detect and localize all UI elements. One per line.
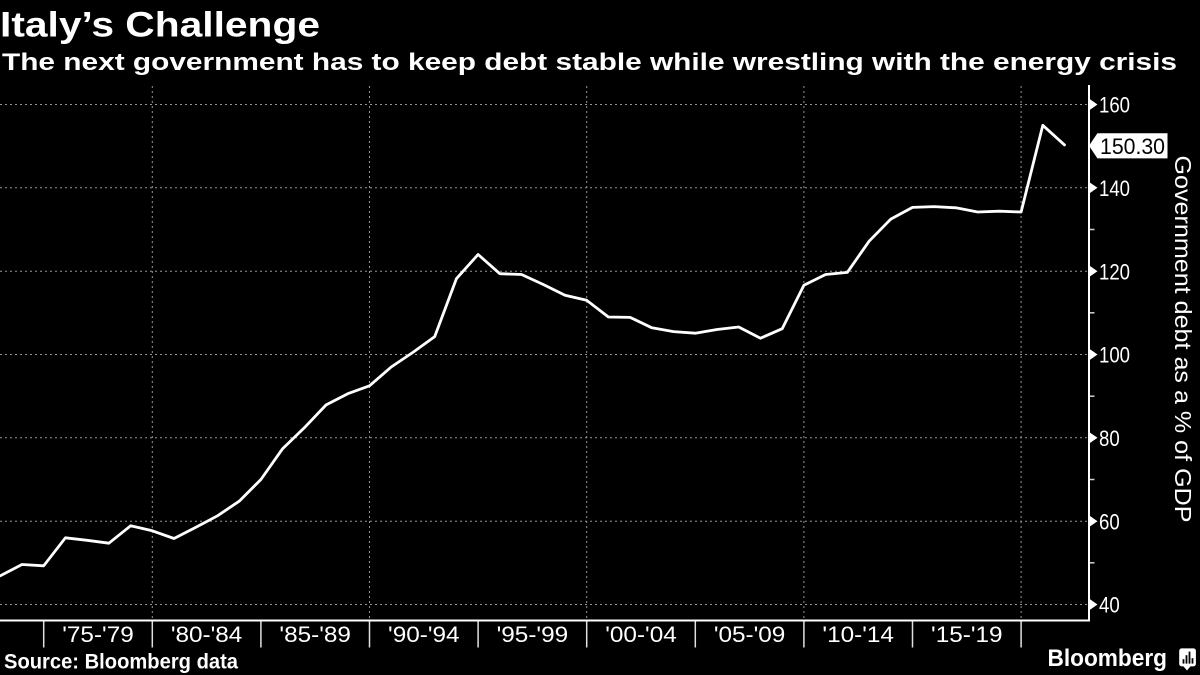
svg-text:160: 160 bbox=[1099, 93, 1130, 118]
svg-text:Government debt as a % of GDP: Government debt as a % of GDP bbox=[1170, 156, 1196, 523]
svg-text:'10-'14: '10-'14 bbox=[822, 622, 894, 647]
svg-text:Italy’s Challenge: Italy’s Challenge bbox=[0, 6, 320, 45]
svg-text:80: 80 bbox=[1099, 426, 1120, 451]
svg-text:'15-'19: '15-'19 bbox=[931, 622, 1003, 647]
svg-text:The next government has to kee: The next government has to keep debt sta… bbox=[2, 49, 1177, 76]
svg-text:'00-'04: '00-'04 bbox=[605, 622, 677, 647]
svg-text:140: 140 bbox=[1099, 176, 1130, 201]
svg-text:120: 120 bbox=[1099, 259, 1130, 284]
svg-text:'85-'89: '85-'89 bbox=[279, 622, 351, 647]
svg-text:'05-'09: '05-'09 bbox=[714, 622, 786, 647]
svg-text:'95-'99: '95-'99 bbox=[497, 622, 569, 647]
svg-text:'80-'84: '80-'84 bbox=[171, 622, 243, 647]
svg-text:40: 40 bbox=[1099, 593, 1120, 618]
svg-text:'90-'94: '90-'94 bbox=[388, 622, 460, 647]
svg-text:150.30: 150.30 bbox=[1100, 134, 1165, 159]
svg-text:100: 100 bbox=[1099, 343, 1130, 368]
svg-text:'75-'79: '75-'79 bbox=[62, 622, 134, 647]
svg-text:Bloomberg: Bloomberg bbox=[1048, 645, 1168, 672]
svg-text:60: 60 bbox=[1099, 509, 1120, 534]
svg-text:Source: Bloomberg data: Source: Bloomberg data bbox=[4, 651, 238, 674]
